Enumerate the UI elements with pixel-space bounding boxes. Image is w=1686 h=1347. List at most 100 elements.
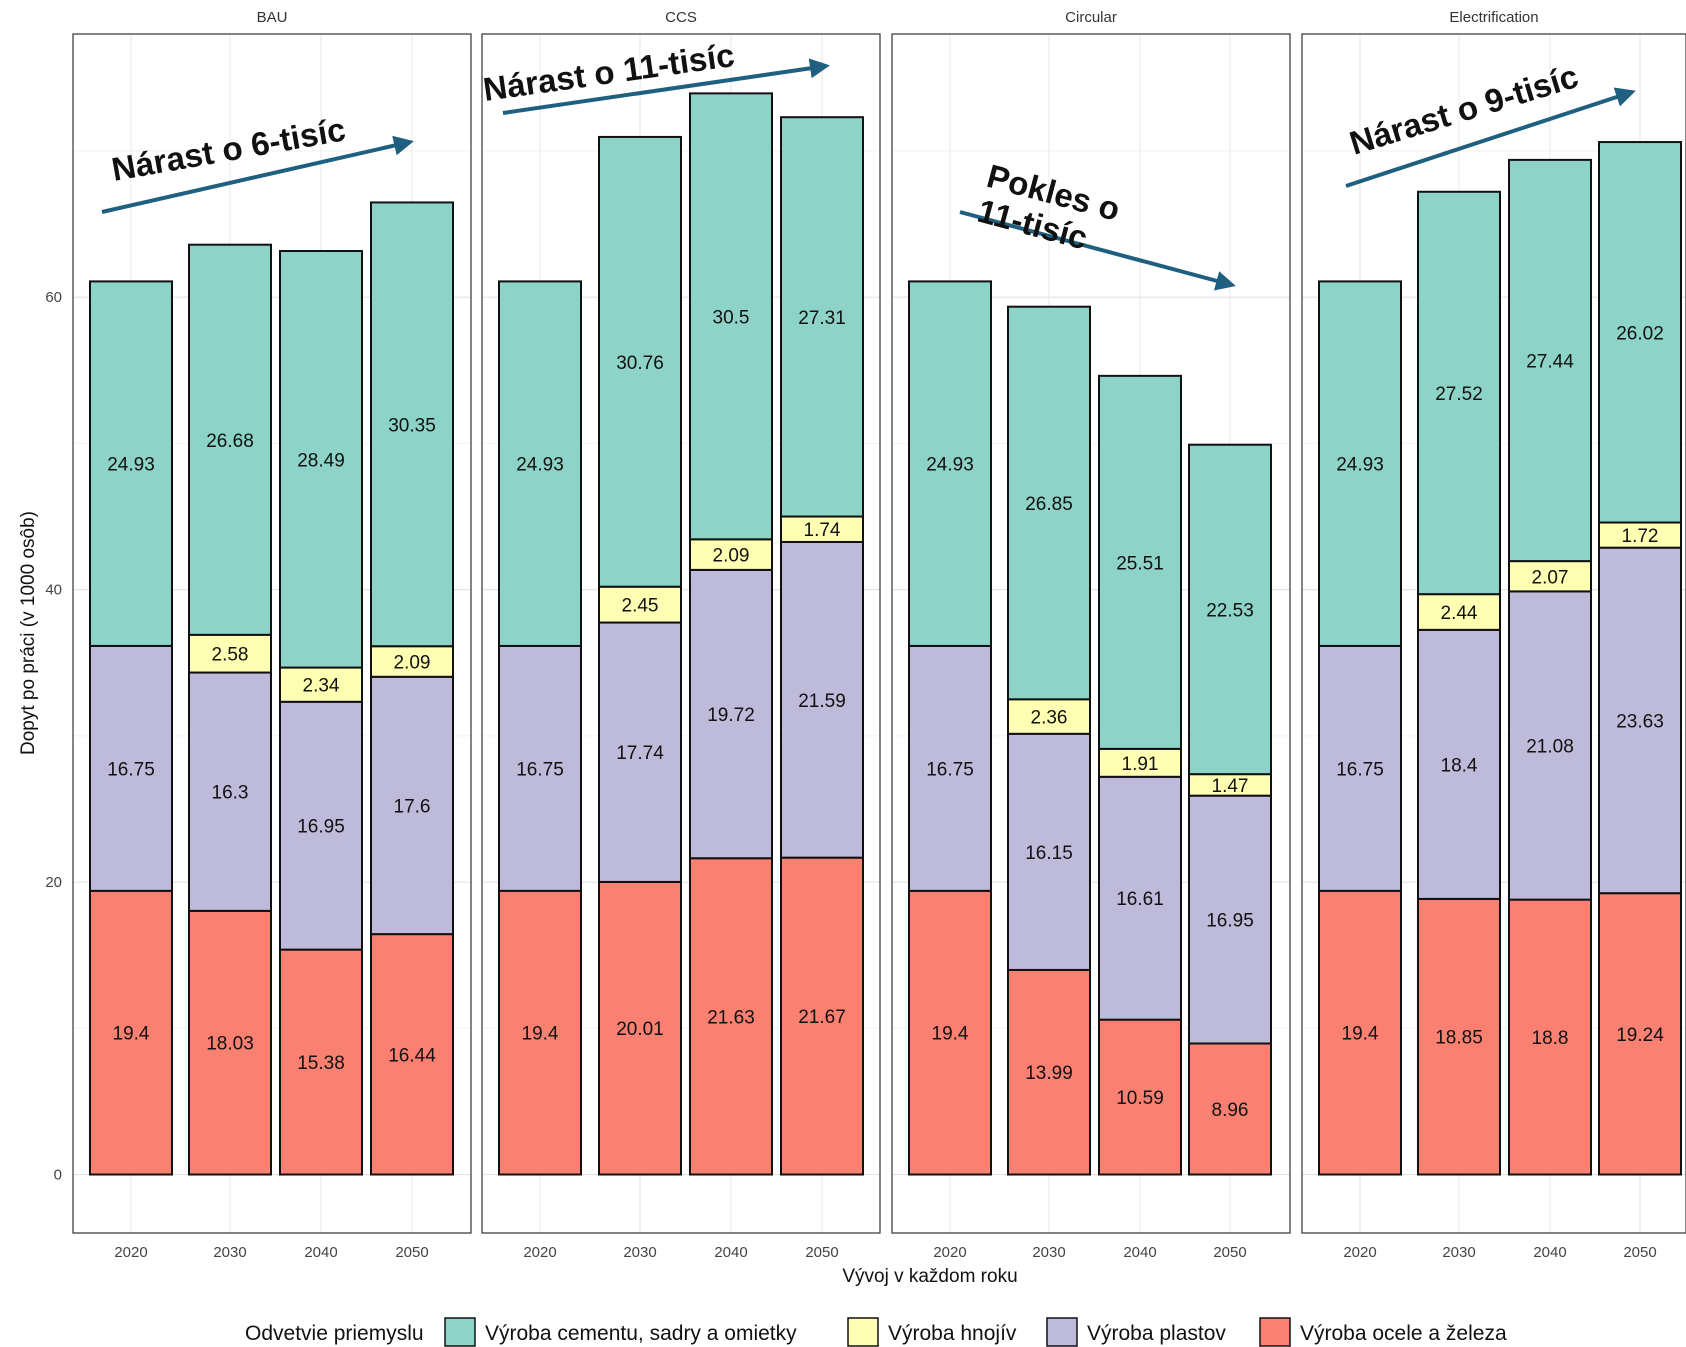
bar-label-plastic-ccs-2040: 19.72	[707, 705, 755, 726]
bar-label-cement-circular-2020: 24.93	[926, 455, 974, 476]
bar-steel-circular-2020	[908, 889, 992, 1176]
bar-plastic-bau-2030	[188, 671, 272, 912]
bar-label-fert-bau-2050: 2.09	[394, 653, 431, 674]
bar-label-fert-circular-2030: 2.36	[1031, 708, 1068, 729]
bar-plastic-electrification-2050	[1598, 546, 1682, 895]
bar-label-cement-electrification-2020: 24.93	[1336, 455, 1384, 476]
bar-plastic-ccs-2050	[780, 540, 864, 859]
bar-label-plastic-ccs-2030: 17.74	[616, 743, 664, 764]
legend-key-plastic	[1046, 1317, 1078, 1347]
legend-key-steel	[1259, 1317, 1291, 1347]
bar-label-steel-bau-2050: 16.44	[388, 1045, 436, 1066]
trend-arrow-bau	[101, 135, 414, 214]
bar-label-plastic-ccs-2020: 16.75	[516, 759, 564, 780]
bar-steel-electrification-2020	[1318, 889, 1402, 1176]
bar-label-cement-bau-2050: 30.35	[388, 415, 436, 436]
bar-label-plastic-electrification-2050: 23.63	[1616, 711, 1664, 732]
bar-cement-electrification-2020	[1318, 280, 1402, 647]
x-tick-label-circular-2030: 2030	[1032, 1244, 1065, 1261]
bar-label-steel-bau-2020: 19.4	[113, 1024, 150, 1045]
bar-label-steel-bau-2030: 18.03	[206, 1034, 254, 1055]
bar-steel-circular-2050	[1188, 1042, 1272, 1176]
bar-cement-bau-2040	[279, 249, 363, 669]
bar-label-steel-ccs-2050: 21.67	[798, 1007, 846, 1028]
bar-steel-bau-2050	[370, 933, 454, 1176]
panel-border-circular	[891, 33, 1291, 1234]
bar-label-fert-electrification-2050: 1.72	[1622, 526, 1659, 547]
bar-label-plastic-bau-2020: 16.75	[107, 759, 155, 780]
facet-title-bau: BAU	[257, 9, 288, 26]
bar-cement-bau-2020	[89, 280, 173, 647]
bar-label-steel-circular-2040: 10.59	[1116, 1088, 1164, 1109]
bar-steel-electrification-2040	[1508, 898, 1592, 1176]
bar-steel-bau-2020	[89, 889, 173, 1176]
bar-label-plastic-circular-2030: 16.15	[1025, 843, 1073, 864]
bar-label-plastic-bau-2040: 16.95	[297, 817, 345, 838]
bar-label-plastic-electrification-2020: 16.75	[1336, 759, 1384, 780]
bar-label-plastic-bau-2030: 16.3	[212, 783, 249, 804]
bar-label-plastic-electrification-2030: 18.4	[1441, 755, 1478, 776]
bar-label-cement-ccs-2030: 30.76	[616, 353, 664, 374]
bar-steel-ccs-2020	[498, 889, 582, 1176]
bar-label-plastic-circular-2050: 16.95	[1206, 911, 1254, 932]
panel-border-bau	[72, 33, 472, 1234]
legend-title: Odvetvie priemyslu	[245, 1322, 424, 1345]
x-tick-label-ccs-2020: 2020	[523, 1244, 556, 1261]
x-tick-label-ccs-2030: 2030	[623, 1244, 656, 1261]
bar-steel-electrification-2050	[1598, 892, 1682, 1176]
bar-label-cement-bau-2030: 26.68	[206, 431, 254, 452]
bar-label-fert-bau-2030: 2.58	[212, 645, 249, 666]
bar-fert-bau-2050	[370, 645, 454, 678]
bar-steel-bau-2030	[188, 909, 272, 1176]
bar-cement-ccs-2040	[689, 92, 773, 541]
bar-label-cement-circular-2030: 26.85	[1025, 494, 1073, 515]
y-tick-label: 40	[45, 582, 62, 599]
bar-label-steel-bau-2040: 15.38	[297, 1053, 345, 1074]
bar-label-cement-circular-2050: 22.53	[1206, 600, 1254, 621]
bar-cement-ccs-2050	[780, 116, 864, 518]
bar-steel-bau-2040	[279, 948, 363, 1176]
x-tick-label-ccs-2050: 2050	[805, 1244, 838, 1261]
bar-fert-electrification-2030	[1417, 593, 1501, 631]
facet-title-electrification: Electrification	[1449, 9, 1538, 26]
bar-cement-electrification-2030	[1417, 190, 1501, 596]
bar-plastic-bau-2040	[279, 700, 363, 951]
bar-plastic-bau-2050	[370, 675, 454, 936]
y-tick-label: 20	[45, 874, 62, 891]
bar-label-fert-electrification-2030: 2.44	[1441, 603, 1478, 624]
bar-fert-ccs-2030	[598, 585, 682, 624]
x-tick-label-electrification-2050: 2050	[1623, 1244, 1656, 1261]
bar-steel-ccs-2040	[689, 857, 773, 1176]
bar-cement-ccs-2020	[498, 280, 582, 647]
bar-plastic-bau-2020	[89, 644, 173, 892]
facet-title-ccs: CCS	[665, 9, 697, 26]
bar-cement-circular-2040	[1098, 374, 1182, 750]
bar-label-cement-ccs-2040: 30.5	[713, 307, 750, 328]
y-axis-title: Dopyt po práci (v 1000 osôb)	[18, 511, 39, 755]
bar-plastic-ccs-2040	[689, 568, 773, 860]
x-tick-label-bau-2020: 2020	[114, 1244, 147, 1261]
bar-label-steel-ccs-2020: 19.4	[522, 1024, 559, 1045]
bar-label-plastic-circular-2040: 16.61	[1116, 889, 1164, 910]
bar-cement-circular-2030	[1007, 305, 1091, 701]
bar-label-fert-circular-2050: 1.47	[1212, 776, 1249, 797]
bar-label-fert-electrification-2040: 2.07	[1532, 567, 1569, 588]
legend-key-fert	[847, 1317, 879, 1347]
bar-steel-circular-2040	[1098, 1018, 1182, 1176]
trend-arrow-electrification	[1345, 87, 1636, 188]
legend-label-cement: Výroba cementu, sadry a omietky	[485, 1322, 797, 1345]
legend-key-cement	[444, 1317, 476, 1347]
bar-label-plastic-electrification-2040: 21.08	[1526, 737, 1574, 758]
y-tick-label: 0	[54, 1167, 62, 1184]
bar-label-fert-ccs-2050: 1.74	[804, 520, 841, 541]
bar-label-cement-bau-2040: 28.49	[297, 450, 345, 471]
bar-plastic-electrification-2030	[1417, 628, 1501, 900]
bar-label-steel-electrification-2040: 18.8	[1532, 1028, 1569, 1049]
bar-cement-bau-2030	[188, 243, 272, 636]
bar-label-cement-ccs-2020: 24.93	[516, 455, 564, 476]
bar-label-steel-electrification-2030: 18.85	[1435, 1028, 1483, 1049]
bar-cement-circular-2020	[908, 280, 992, 647]
bar-label-fert-circular-2040: 1.91	[1122, 754, 1159, 775]
